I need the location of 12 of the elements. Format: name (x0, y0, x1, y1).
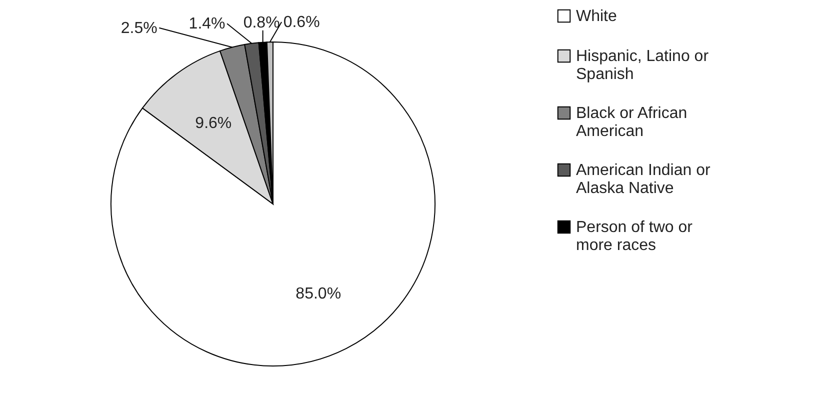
data-label: 85.0% (296, 286, 342, 303)
legend-label: Black or African American (576, 105, 688, 140)
data-label: 1.4% (188, 16, 226, 33)
data-label: 9.6% (195, 115, 232, 132)
legend-label: Person of two or more races (576, 219, 694, 254)
data-label: 0.6% (283, 14, 320, 32)
data-label: 2.5% (120, 20, 158, 37)
legend-label: White (576, 8, 617, 25)
pie-slice (110, 42, 436, 366)
data-label: 0.8% (243, 14, 280, 32)
legend-label: American Indian or Alaska Native (576, 162, 711, 197)
legend-label: Hispanic, Latino or Spanish (576, 48, 710, 83)
